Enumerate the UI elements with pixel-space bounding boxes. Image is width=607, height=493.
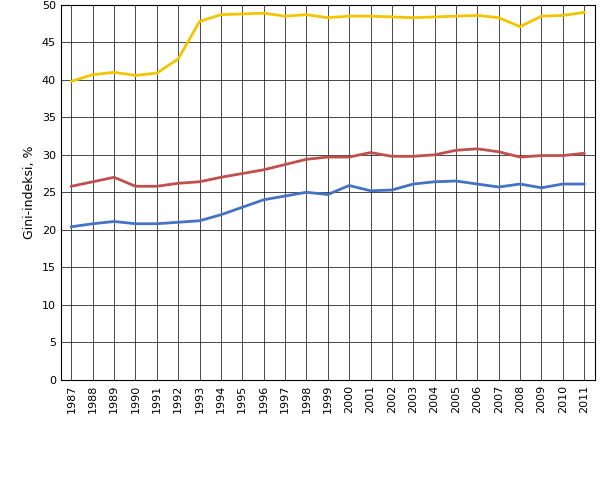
Bruttorahatulot xyxy=(68,183,75,189)
Käytettävissä olevat rahatulot xyxy=(196,218,203,224)
Käytettävissä olevat rahatulot xyxy=(495,184,503,190)
Tuotannontekijätulot xyxy=(345,13,353,19)
Käytettävissä olevat rahatulot xyxy=(431,179,438,185)
Tuotannontekijätulot xyxy=(110,70,118,75)
Tuotannontekijätulot xyxy=(89,71,97,77)
Käytettävissä olevat rahatulot xyxy=(559,181,566,187)
Bruttorahatulot xyxy=(239,171,246,176)
Line: Tuotannontekijätulot: Tuotannontekijätulot xyxy=(72,12,584,81)
Käytettävissä olevat rahatulot xyxy=(345,182,353,188)
Käytettävissä olevat rahatulot xyxy=(410,181,417,187)
Käytettävissä olevat rahatulot xyxy=(89,221,97,227)
Tuotannontekijätulot xyxy=(538,13,545,19)
Tuotannontekijätulot xyxy=(217,12,225,18)
Bruttorahatulot xyxy=(132,183,139,189)
Bruttorahatulot xyxy=(388,153,396,159)
Line: Bruttorahatulot: Bruttorahatulot xyxy=(72,149,584,186)
Bruttorahatulot xyxy=(452,147,459,153)
Bruttorahatulot xyxy=(517,154,524,160)
Tuotannontekijätulot xyxy=(175,56,182,62)
Tuotannontekijätulot xyxy=(239,11,246,17)
Tuotannontekijätulot xyxy=(282,13,289,19)
Käytettävissä olevat rahatulot xyxy=(517,181,524,187)
Bruttorahatulot xyxy=(345,154,353,160)
Bruttorahatulot xyxy=(559,153,566,159)
Bruttorahatulot xyxy=(410,153,417,159)
Bruttorahatulot xyxy=(89,179,97,185)
Bruttorahatulot xyxy=(153,183,160,189)
Käytettävissä olevat rahatulot xyxy=(473,181,481,187)
Käytettävissä olevat rahatulot xyxy=(367,188,374,194)
Käytettävissä olevat rahatulot xyxy=(239,204,246,210)
Tuotannontekijätulot xyxy=(367,13,374,19)
Bruttorahatulot xyxy=(367,149,374,155)
Y-axis label: Gini-indeksi, %: Gini-indeksi, % xyxy=(23,145,36,239)
Bruttorahatulot xyxy=(324,154,331,160)
Tuotannontekijätulot xyxy=(196,18,203,24)
Bruttorahatulot xyxy=(473,146,481,152)
Käytettävissä olevat rahatulot xyxy=(580,181,588,187)
Tuotannontekijätulot xyxy=(324,15,331,21)
Bruttorahatulot xyxy=(303,156,310,162)
Bruttorahatulot xyxy=(260,167,267,173)
Tuotannontekijätulot xyxy=(388,14,396,20)
Käytettävissä olevat rahatulot xyxy=(217,212,225,218)
Tuotannontekijätulot xyxy=(517,24,524,30)
Line: Käytettävissä olevat rahatulot: Käytettävissä olevat rahatulot xyxy=(72,181,584,227)
Bruttorahatulot xyxy=(538,153,545,159)
Käytettävissä olevat rahatulot xyxy=(153,221,160,227)
Käytettävissä olevat rahatulot xyxy=(175,219,182,225)
Käytettävissä olevat rahatulot xyxy=(452,178,459,184)
Bruttorahatulot xyxy=(175,180,182,186)
Tuotannontekijätulot xyxy=(153,70,160,76)
Tuotannontekijätulot xyxy=(580,9,588,15)
Tuotannontekijätulot xyxy=(303,12,310,18)
Tuotannontekijätulot xyxy=(473,12,481,18)
Bruttorahatulot xyxy=(217,175,225,180)
Bruttorahatulot xyxy=(196,179,203,185)
Bruttorahatulot xyxy=(110,175,118,180)
Tuotannontekijätulot xyxy=(260,10,267,16)
Tuotannontekijätulot xyxy=(452,13,459,19)
Käytettävissä olevat rahatulot xyxy=(388,187,396,193)
Käytettävissä olevat rahatulot xyxy=(303,189,310,195)
Tuotannontekijätulot xyxy=(495,15,503,21)
Käytettävissä olevat rahatulot xyxy=(282,193,289,199)
Käytettävissä olevat rahatulot xyxy=(132,221,139,227)
Tuotannontekijätulot xyxy=(132,72,139,78)
Käytettävissä olevat rahatulot xyxy=(538,185,545,191)
Käytettävissä olevat rahatulot xyxy=(324,192,331,198)
Käytettävissä olevat rahatulot xyxy=(68,224,75,230)
Tuotannontekijätulot xyxy=(410,15,417,21)
Tuotannontekijätulot xyxy=(431,14,438,20)
Tuotannontekijätulot xyxy=(68,78,75,84)
Bruttorahatulot xyxy=(580,150,588,156)
Tuotannontekijätulot xyxy=(559,12,566,18)
Käytettävissä olevat rahatulot xyxy=(260,197,267,203)
Käytettävissä olevat rahatulot xyxy=(110,218,118,224)
Bruttorahatulot xyxy=(431,152,438,158)
Bruttorahatulot xyxy=(282,162,289,168)
Bruttorahatulot xyxy=(495,149,503,155)
